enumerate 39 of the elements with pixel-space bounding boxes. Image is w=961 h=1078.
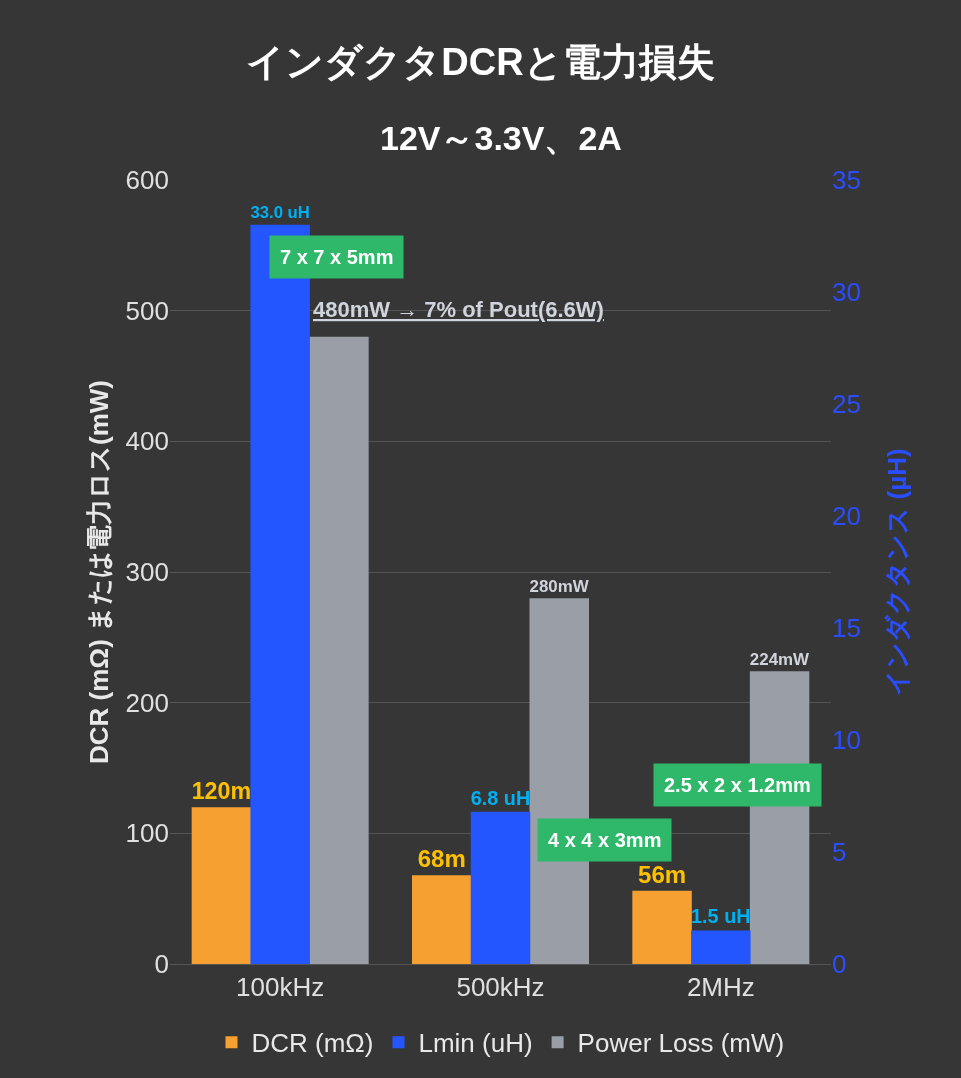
y2-tick-label: 0 [832, 949, 847, 980]
data-label: 56m [638, 860, 687, 888]
chart-title: インダクタDCRと電力損失 [246, 41, 715, 84]
y-tick-label: 100 [125, 818, 169, 849]
data-label: 280mW [529, 576, 589, 596]
y-tick-label: 400 [125, 426, 169, 457]
chart-subtitle: 12V～3.3V、2A [380, 119, 622, 157]
y2-tick-label: 5 [832, 837, 847, 868]
y-tick-label: 500 [125, 295, 169, 326]
y2-tick-label: 15 [832, 613, 861, 644]
legend-label: Power Loss (mW) [577, 1028, 785, 1059]
annotation: 7 x 7 x 5mm [280, 246, 394, 268]
y2-tick-label: 20 [832, 501, 861, 532]
bar [632, 890, 692, 964]
x-tick-label: 500kHz [456, 972, 545, 1003]
data-label: 68m [417, 845, 466, 873]
annotation: 2.5 x 2 x 1.2mm [664, 774, 811, 796]
data-label: 6.8 uH [470, 786, 531, 809]
x-tick-label: 2MHz [686, 972, 755, 1003]
y2-tick-label: 10 [832, 725, 861, 756]
data-label: 33.0 uH [250, 203, 310, 223]
y-tick-label: 600 [125, 165, 169, 196]
y2-tick-label: 25 [832, 389, 861, 420]
y2-tick-label: 30 [832, 277, 861, 308]
annotation: 480mW → 7% of Pout(6.6W) [313, 297, 604, 322]
y2-tick-label: 35 [832, 165, 861, 196]
y2-axis-title: インダクタンス (µH) [882, 448, 912, 696]
data-label: 120m [191, 778, 252, 805]
legend-label: DCR (mΩ) [251, 1028, 374, 1059]
annotation: 4 x 4 x 3mm [548, 829, 662, 851]
y-tick-label: 300 [125, 557, 169, 588]
legend-label: Lmin (uH) [418, 1028, 533, 1059]
y-axis-title: DCR (mΩ) または電力ロス(mW) [84, 379, 114, 765]
y-tick-label: 200 [125, 687, 169, 718]
bar [191, 807, 252, 964]
x-tick-label: 100kHz [236, 972, 325, 1003]
y-tick-label: 0 [154, 949, 169, 980]
data-label: 224mW [749, 649, 810, 669]
data-label: 1.5 uH [691, 905, 751, 928]
